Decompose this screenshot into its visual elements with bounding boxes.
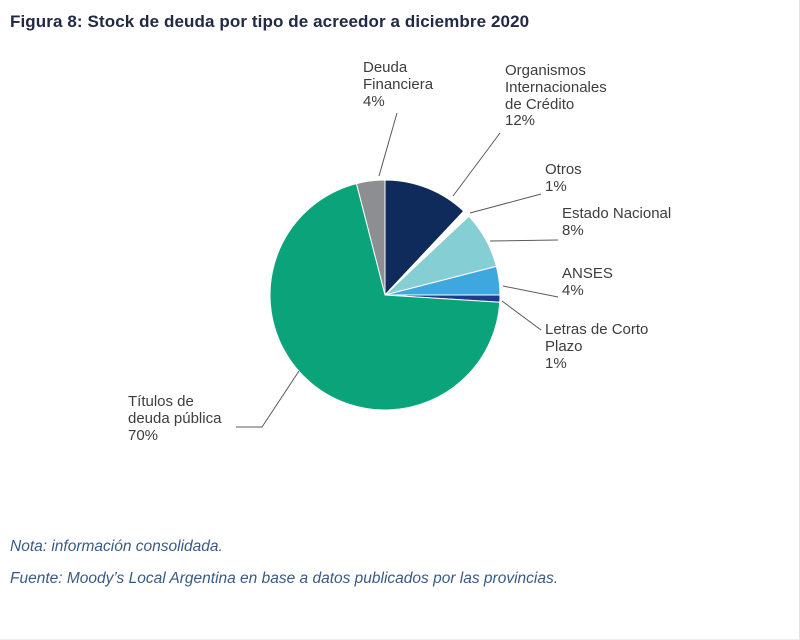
callout-organismos: Organismos Internacionales de Crédito 12… bbox=[505, 62, 607, 130]
pie-slices bbox=[269, 179, 501, 411]
leader-line-organismos bbox=[452, 132, 501, 197]
callout-estado-nacional: Estado Nacional 8% bbox=[562, 205, 672, 239]
note-consolidada: Nota: información consolidada. bbox=[10, 538, 223, 555]
leader-line-anses bbox=[502, 285, 559, 298]
figure-notes: Nota: información consolidada. Fuente: M… bbox=[10, 538, 558, 602]
leader-line-otros bbox=[469, 193, 542, 214]
pie-slice-1 bbox=[384, 179, 465, 297]
callout-letras: Letras de Corto Plazo 1% bbox=[545, 321, 649, 372]
leader-line-deuda-financiera bbox=[378, 112, 398, 177]
leader-line-letras bbox=[501, 300, 542, 331]
leader-line-estado-nacional bbox=[489, 239, 559, 242]
callout-deuda-financiera: Deuda Financiera 4% bbox=[363, 59, 434, 110]
figure-title: Figura 8: Stock de deuda por tipo de acr… bbox=[10, 12, 530, 31]
callout-otros: Otros 1% bbox=[545, 161, 582, 195]
note-fuente: Fuente: Moody’s Local Argentina en base … bbox=[10, 570, 559, 587]
leader-line-titulos bbox=[236, 370, 300, 428]
callout-anses: ANSES 4% bbox=[562, 265, 613, 299]
callout-titulos: Títulos de deuda pública 70% bbox=[128, 393, 222, 444]
pie-slice-6 bbox=[269, 183, 501, 411]
